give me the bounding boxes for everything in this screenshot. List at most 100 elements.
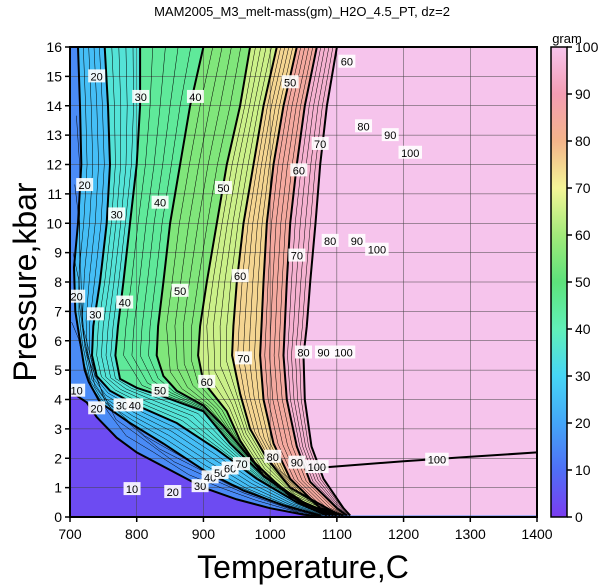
- contour-label: 50: [171, 283, 189, 298]
- contour-label-text: 30: [135, 92, 147, 104]
- contour-label-text: 50: [284, 77, 296, 89]
- contour-label-text: 100: [401, 148, 419, 160]
- contour-label-text: 70: [235, 459, 247, 471]
- contour-minor-line: [264, 47, 345, 516]
- contour-label-text: 50: [174, 286, 186, 298]
- contour-label-text: 10: [126, 484, 138, 496]
- contour-label: 40: [126, 398, 144, 412]
- contour-label-text: 90: [384, 130, 396, 142]
- contour-minor-line: [295, 47, 350, 516]
- contour-minor-line: [291, 47, 349, 516]
- contour-label: 70: [232, 457, 250, 471]
- contour-minor-line: [237, 47, 342, 516]
- contour-label: 90: [288, 455, 306, 470]
- contour-label-bg: [108, 207, 126, 221]
- contour-label-bg: [234, 351, 252, 365]
- contour-minor-line: [213, 47, 339, 516]
- y-tick-label: 4: [54, 392, 62, 408]
- contour-minor-line: [287, 47, 348, 516]
- y-tick-label: 5: [54, 362, 62, 378]
- contour-label: 50: [214, 181, 232, 195]
- contour-label-text: 90: [291, 458, 303, 470]
- colorbar-tick-label: 50: [575, 274, 591, 290]
- y-tick-label: 11: [47, 186, 62, 202]
- contour-minor-line: [71, 321, 323, 517]
- contour-label-bg: [132, 89, 150, 103]
- contour-label: 30: [132, 89, 150, 104]
- x-tick-label: 800: [125, 526, 149, 542]
- contour-minor-line: [131, 47, 332, 516]
- y-tick-label: 0: [54, 509, 62, 525]
- contour-label: 100: [305, 460, 329, 474]
- contour-minor-line: [219, 47, 340, 516]
- contour-minor-line: [206, 47, 338, 516]
- contour-label-bg: [315, 345, 333, 359]
- contour-label-text: 30: [116, 400, 128, 412]
- contour-minor-line: [123, 47, 332, 516]
- contour-label-text: 80: [357, 121, 369, 133]
- contour-line-90: [282, 47, 348, 517]
- contour-label: 20: [164, 485, 182, 499]
- contour-label-bg: [123, 482, 141, 496]
- contour-label: 90: [315, 345, 333, 360]
- contour-minor-line: [269, 47, 345, 516]
- y-tick-label: 2: [54, 450, 62, 466]
- contour-minor-line: [278, 47, 347, 516]
- y-tick-label: 8: [54, 274, 62, 290]
- contour-label-text: 50: [217, 183, 229, 195]
- contour-label-bg: [398, 145, 422, 159]
- contour-label-text: 90: [351, 236, 363, 248]
- contour-label: 90: [381, 128, 399, 142]
- y-tick-label: 10: [46, 215, 62, 231]
- contour-label-bg: [381, 128, 399, 142]
- contour-label: 20: [70, 289, 86, 304]
- contour-label: 60: [338, 54, 356, 69]
- contour-label-bg: [70, 383, 86, 397]
- contour-label-text: 40: [189, 92, 201, 104]
- contour-label: 50: [151, 383, 169, 398]
- contour-label-text: 20: [91, 403, 103, 415]
- colorbar-label: gram: [552, 31, 582, 46]
- contour-label: 20: [88, 401, 106, 415]
- contour-label-text: 70: [314, 139, 326, 151]
- y-tick-label: 3: [54, 421, 62, 437]
- contour-label-text: 70: [291, 251, 303, 263]
- contour-label-bg: [321, 233, 339, 247]
- contour-label-bg: [425, 452, 449, 466]
- y-tick-label: 15: [46, 68, 62, 84]
- contour-label: 100: [365, 242, 389, 257]
- colorbar-tick-label: 90: [575, 86, 591, 102]
- contour-label-bg: [86, 307, 104, 321]
- contour-minor-line: [243, 47, 342, 516]
- contour-label: 60: [198, 374, 216, 389]
- contour-label-text: 100: [368, 245, 386, 257]
- y-tick-label: 7: [54, 303, 62, 319]
- contour-label-text: 10: [71, 386, 83, 398]
- contour-label-bg: [288, 248, 306, 262]
- contour-label-bg: [355, 119, 373, 133]
- colorbar-tick-label: 40: [575, 321, 591, 337]
- contour-label: 40: [151, 195, 169, 210]
- contour-label-text: 30: [111, 209, 123, 221]
- contour-label-bg: [88, 69, 106, 83]
- contour-label: 10: [70, 383, 86, 398]
- contour-label: 40: [186, 89, 204, 104]
- y-tick-label: 12: [46, 157, 62, 173]
- contour-label-bg: [348, 233, 366, 247]
- contour-label: 80: [295, 345, 312, 360]
- contour-minor-line: [254, 47, 343, 516]
- contour-label-bg: [288, 455, 306, 469]
- contour-label-text: 40: [119, 298, 131, 310]
- contour-minor-line: [299, 47, 350, 516]
- contour-label-bg: [198, 374, 216, 388]
- chart-title: MAM2005_M3_melt-mass(gm)_H2O_4.5_PT, dz=…: [154, 4, 450, 19]
- contour-label-bg: [365, 242, 389, 256]
- contour-label-text: 90: [317, 348, 329, 360]
- contour-line-10: [70, 389, 324, 517]
- contour-label: 100: [398, 145, 422, 160]
- contour-minor-line: [248, 47, 343, 516]
- contour-minor-line: [273, 47, 346, 516]
- contour-line-100: [302, 47, 351, 517]
